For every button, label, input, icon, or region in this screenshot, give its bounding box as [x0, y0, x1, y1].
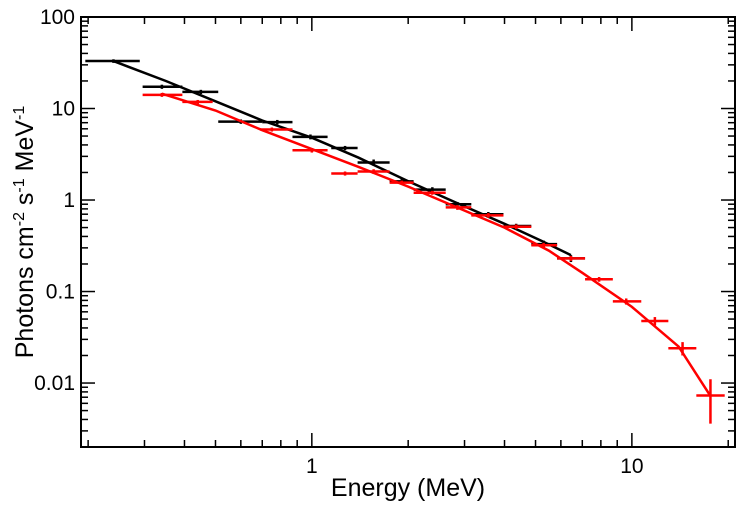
plot-frame	[80, 16, 736, 448]
y-axis-label: Photons cm-2 s-1 MeV-1	[11, 106, 39, 359]
model-curve	[113, 59, 572, 257]
model-curve	[161, 92, 712, 397]
y-tick-label: 0.1	[46, 281, 75, 304]
y-label-superscript: -2	[11, 212, 28, 226]
y-tick-label: 10	[52, 98, 75, 121]
y-label-text: Photons cm	[11, 226, 39, 358]
y-tick-label: 1	[63, 189, 75, 212]
y-tick-label: 100	[40, 6, 75, 29]
y-label-text: MeV	[11, 120, 39, 179]
x-axis-label: Energy (MeV)	[331, 474, 485, 502]
y-tick-label: 0.01	[34, 372, 75, 395]
x-tick-label: 10	[620, 455, 643, 478]
y-label-superscript: -1	[11, 178, 28, 192]
y-label-superscript: -1	[11, 106, 28, 120]
y-label-text: s	[11, 193, 39, 212]
x-tick-label: 1	[306, 455, 318, 478]
